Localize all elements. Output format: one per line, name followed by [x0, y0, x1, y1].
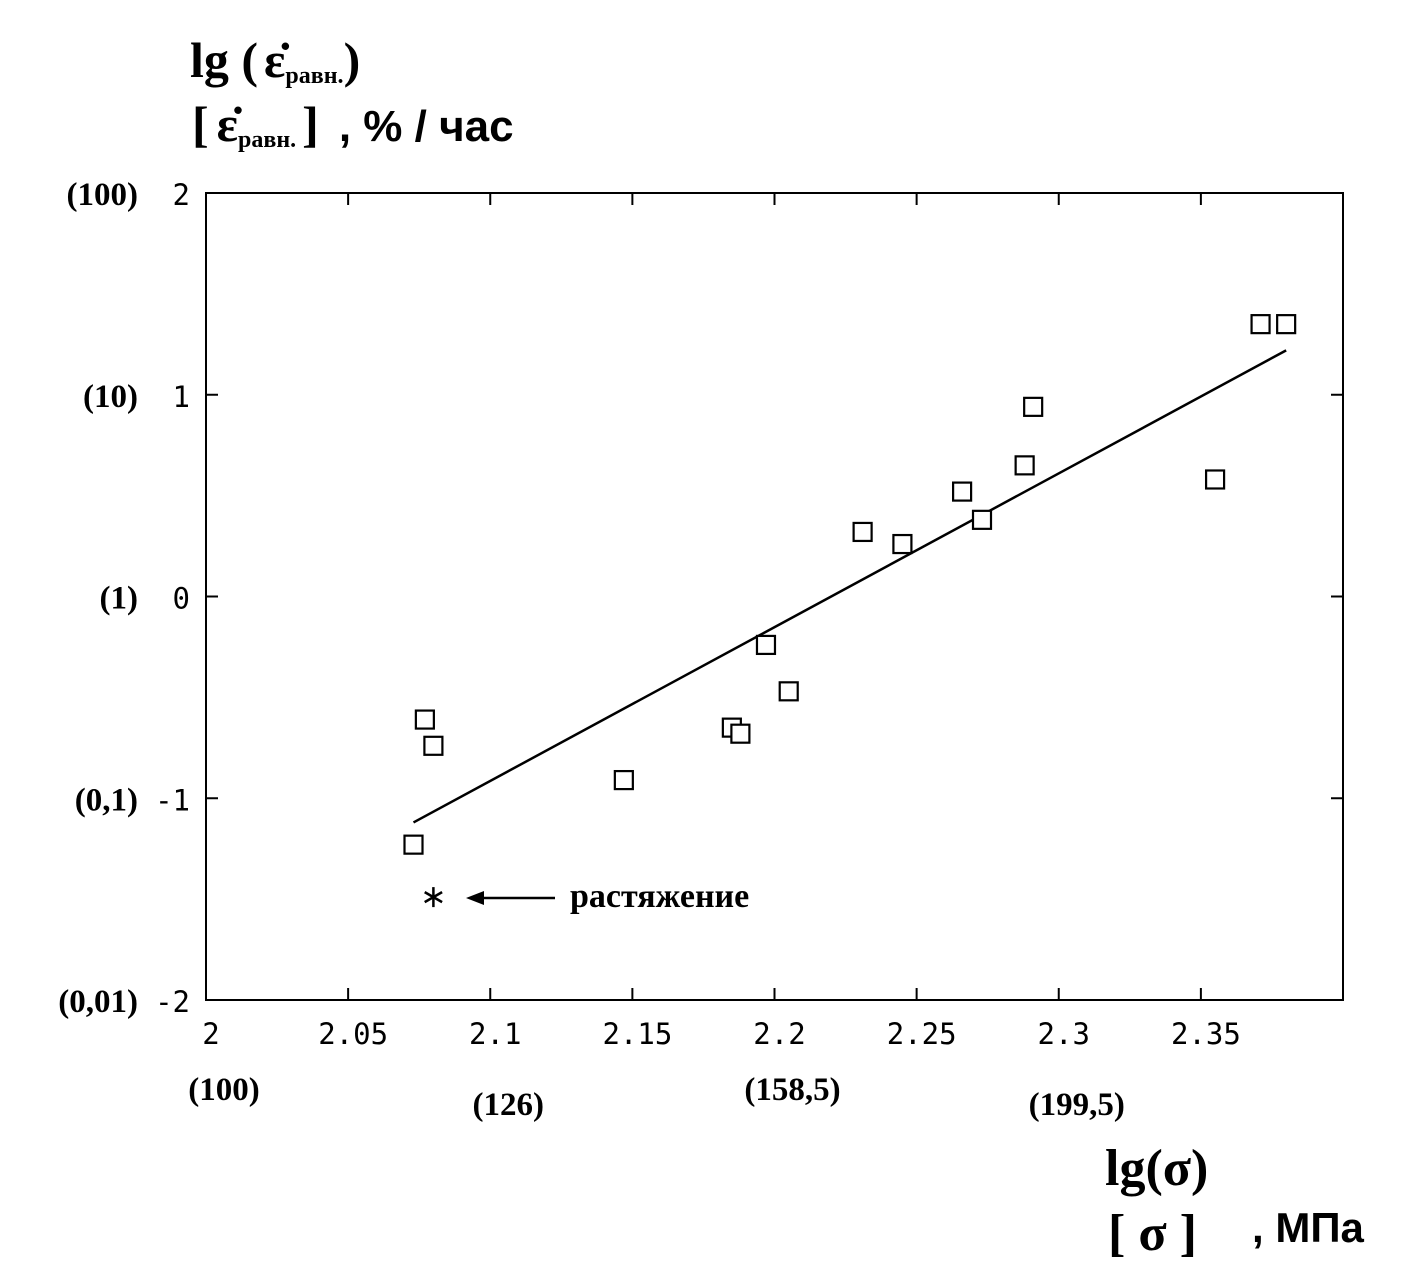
y-tick-label: -1 — [155, 783, 190, 817]
data-point-square — [852, 521, 873, 543]
data-points — [403, 314, 1297, 908]
data-point-square — [971, 509, 993, 530]
data-point-square — [730, 723, 751, 744]
data-point-square — [403, 834, 424, 855]
annotation: растяжение — [466, 878, 749, 915]
data-point-square — [1250, 314, 1271, 335]
data-point-square — [414, 709, 435, 730]
x-axis-title: lg(σ) [ σ ] , МПа — [1105, 1140, 1365, 1262]
data-point-square — [1276, 314, 1297, 335]
data-point-square — [952, 481, 973, 502]
y-tick-label: 2 — [173, 178, 190, 212]
fit-line — [412, 349, 1287, 824]
x-tick-label: 2.2 — [753, 1017, 805, 1051]
x-tick-label: 2.25 — [887, 1017, 957, 1051]
data-point-square — [1014, 455, 1035, 476]
x-paren-label: (100) — [188, 1072, 259, 1108]
y-tick-label: 1 — [173, 380, 190, 414]
y-paren-label: (0,01) — [58, 984, 138, 1020]
x-tick-label: 2.35 — [1171, 1017, 1241, 1051]
y-title-symbol-2: ε̇ — [217, 96, 242, 152]
data-point-square — [423, 735, 444, 756]
x-tick-label: 2.05 — [318, 1017, 388, 1051]
y-paren-label: (1) — [100, 581, 138, 617]
fit-line-group — [412, 349, 1287, 824]
x-tick-label: 2 — [202, 1017, 219, 1051]
y-title-symbol: ε̇ — [264, 32, 289, 88]
svg-text:lg (ε̇равн.): lg (ε̇равн.) — [190, 32, 360, 89]
data-point-square — [755, 634, 777, 656]
axis-tick-labels: 2 2.05 2.1 2.15 2.2 2.25 2.3 2.35 2 (100) 1 (10) 0 (1… — [58, 177, 1241, 1123]
y-title-subscript: равн. — [285, 63, 343, 89]
y-title-unit: , % / час — [339, 102, 514, 151]
x-paren-label: (199,5) — [1029, 1087, 1125, 1123]
data-point-square — [613, 769, 634, 791]
y-title-bracket-close: ] — [302, 96, 319, 152]
annotation-text: растяжение — [570, 878, 749, 915]
annotation-arrow-head — [466, 891, 484, 905]
x-title-unit: , МПа — [1252, 1204, 1365, 1251]
y-title-prefix: lg ( — [190, 32, 258, 88]
svg-text:[ε̇равн.], % / час: [ε̇равн.] , % / час — [192, 96, 514, 153]
data-point-square — [778, 681, 799, 702]
y-tick-label: 0 — [173, 582, 190, 616]
y-title-bracket-open: [ — [192, 96, 209, 152]
plot-frame — [205, 192, 1344, 1001]
x-paren-label: (158,5) — [744, 1072, 840, 1108]
axis-ticks — [205, 192, 1343, 1001]
data-point-square — [892, 533, 913, 555]
x-title-line2: [ σ ] — [1108, 1205, 1197, 1262]
y-title-suffix: ) — [344, 32, 361, 88]
data-point-asterisk — [424, 887, 443, 908]
y-tick-label: -2 — [155, 985, 190, 1019]
x-paren-label: (126) — [473, 1087, 544, 1123]
x-tick-label: 2.15 — [602, 1017, 672, 1051]
x-tick-label: 2.1 — [469, 1017, 521, 1051]
x-title-line1: lg(σ) — [1105, 1140, 1208, 1197]
y-paren-label: (100) — [67, 177, 138, 213]
y-title-subscript-2: равн. — [238, 127, 296, 153]
y-axis-title: lg (ε̇равн.) [ε̇равн.], % / час — [190, 32, 514, 153]
x-tick-label: 2.3 — [1038, 1017, 1090, 1051]
data-point-square — [1204, 469, 1226, 490]
y-paren-label: (10) — [83, 379, 138, 415]
y-paren-label: (0,1) — [75, 782, 138, 818]
data-point-square — [1023, 396, 1044, 417]
